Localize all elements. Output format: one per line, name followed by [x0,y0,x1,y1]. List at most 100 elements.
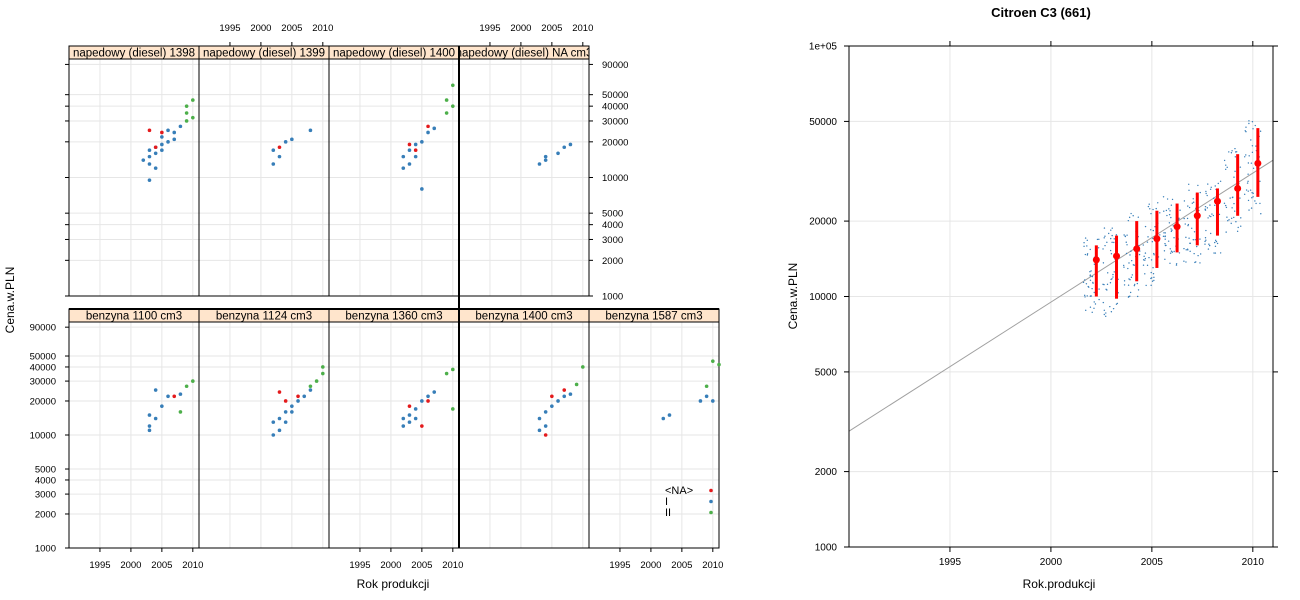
raw-point [1260,213,1262,215]
raw-point [1169,210,1171,212]
data-point [160,130,164,135]
legend-label: II [665,507,671,519]
raw-point [1188,189,1190,191]
raw-point [1129,295,1131,297]
data-point [562,394,567,399]
data-point [413,407,418,411]
raw-point [1151,277,1153,279]
y-tick-label: 30000 [30,377,56,388]
raw-point [1089,306,1092,308]
raw-point [1248,120,1250,122]
raw-point [1111,278,1113,280]
raw-point [1193,252,1195,255]
y-tick-label: 2000 [602,256,623,267]
raw-point [1123,284,1126,286]
raw-point [1089,248,1091,251]
raw-point [1183,200,1186,202]
raw-point [1093,301,1095,303]
data-point [698,399,703,403]
raw-point [1225,164,1227,166]
raw-point [1164,244,1167,247]
data-point [141,158,146,162]
raw-point [1243,193,1246,196]
data-point [426,130,430,135]
raw-point [1225,231,1227,233]
raw-point [1245,131,1247,133]
data-point [184,119,189,123]
panel-strip-label: napedowy (diesel) 1400 [333,48,455,60]
raw-point [1166,198,1169,200]
raw-point [1112,276,1114,278]
data-point [407,148,412,152]
raw-point [1086,245,1088,247]
raw-point [1113,271,1115,273]
raw-point [1128,262,1130,264]
raw-point [1233,176,1235,178]
raw-point [1124,235,1127,238]
data-point [172,130,177,135]
panel-frame [328,308,460,549]
raw-point [1087,285,1089,288]
raw-point [1084,279,1086,281]
raw-point [1113,241,1115,244]
raw-point [1188,237,1190,239]
data-point [302,394,307,399]
raw-point [1236,230,1239,233]
raw-point [1142,264,1145,266]
y-tick-label: 20000 [30,396,56,407]
raw-point [1205,190,1207,193]
raw-point [1169,262,1171,264]
raw-point [1153,276,1155,279]
y-tick-label: 5000 [602,209,623,220]
raw-point [1130,276,1133,279]
data-point [166,394,170,399]
raw-point [1197,184,1199,187]
data-point [711,359,715,363]
raw-point [1194,239,1196,241]
data-point [296,394,300,399]
y-tick-label: 1e+05 [809,42,838,53]
raw-point [1250,162,1253,164]
raw-point [1250,139,1252,141]
data-point [277,145,282,150]
raw-point [1231,196,1234,199]
y-tick-label: 10000 [30,431,56,442]
raw-point [1173,250,1175,253]
raw-point [1251,192,1253,194]
raw-point [1144,257,1147,260]
raw-point [1129,254,1131,256]
citroen-x-axis-label: Rok.produkcji [1023,577,1096,591]
raw-point [1084,296,1086,298]
raw-point [1213,197,1215,199]
data-point [153,151,158,156]
raw-point [1183,247,1185,250]
raw-point [1223,159,1226,162]
raw-point [1103,227,1106,229]
data-point [283,420,288,424]
data-point [661,416,666,421]
data-point [537,162,542,166]
raw-point [1247,162,1250,164]
raw-point [1089,279,1092,281]
raw-point [1204,205,1207,208]
raw-point [1185,249,1187,251]
median-point [1234,184,1242,192]
raw-point [1096,238,1099,241]
raw-point [1112,273,1114,276]
x-tick-label: 2010 [702,560,723,571]
x-tick-label: 2000 [640,560,661,571]
citroen-chart: Citroen C3 (661) Rok.produkcji Cena.w.PL… [786,5,1278,591]
data-point [432,126,437,131]
panel-frame [458,45,590,297]
panel-frame [458,308,590,549]
data-point [407,413,412,417]
raw-point [1208,215,1211,217]
raw-point [1152,229,1155,232]
x-tick-label: 1995 [479,23,500,34]
raw-point [1247,190,1249,192]
raw-point [1252,167,1255,169]
raw-point [1109,305,1111,308]
data-point [147,413,152,417]
raw-point [1189,242,1191,244]
raw-point [1210,186,1212,189]
